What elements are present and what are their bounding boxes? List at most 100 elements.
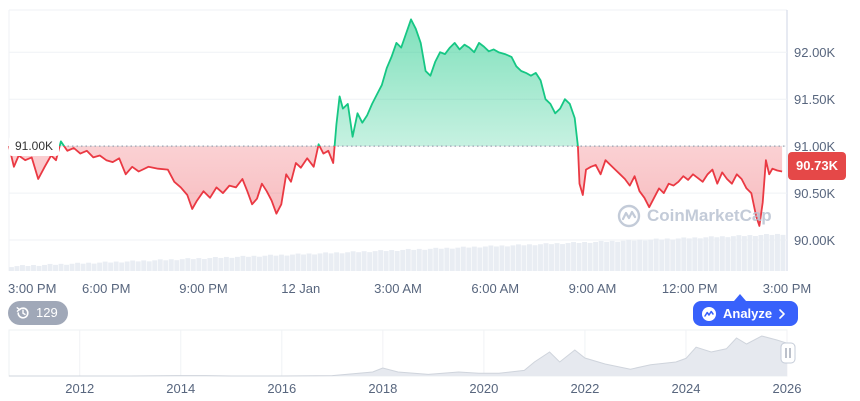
volume-bar [438,248,444,271]
volume-bar [681,237,687,271]
volume-bar [510,245,516,271]
x-tick-label: 9:00 AM [569,281,617,296]
volume-bar [560,244,565,271]
volume-bar [290,254,295,271]
x-tick-label: 12:00 PM [662,281,718,296]
volume-bar [201,259,207,271]
volume-bar [394,250,400,271]
history-range-handle[interactable] [780,342,796,364]
volume-bar [334,252,340,271]
volume-bar [262,255,268,271]
volume-bar [433,247,439,271]
volume-bar [692,237,698,271]
volume-bar [670,239,676,271]
volume-bar [80,263,86,271]
x-tick-label: 3:00 AM [374,281,422,296]
chevron-right-icon [779,308,785,319]
watermark-text: CoinMarketCap [647,206,772,225]
volume-bar [543,243,549,271]
volume-bar [86,262,92,271]
price-line-up [8,18,579,147]
volume-bar [124,261,130,271]
analyze-button[interactable]: Analyze [693,301,799,326]
history-x-tick-label: 2022 [570,381,599,396]
volume-bar [306,253,312,271]
volume-bar [648,239,654,271]
volume-bar [141,260,147,271]
volume-bar [565,243,571,271]
volume-bar [703,237,709,271]
volume-bar [135,261,141,271]
volume-bar [196,258,202,271]
volume-bar [53,264,58,271]
volume-bar [499,245,505,271]
handle-body [780,342,796,364]
volume-bar [317,253,323,271]
volume-bar [163,260,169,271]
volume-bar [620,240,626,271]
history-x-tick-label: 2016 [267,381,296,396]
history-x-tick-label: 2012 [65,381,94,396]
volume-bar [389,250,395,271]
volume-bar [758,235,764,271]
volume-bar [284,255,290,271]
y-tick-label: 90.00K [794,233,836,248]
volume-bar [593,241,599,271]
volume-bar [97,262,103,271]
volume-bar [372,251,378,271]
volume-bar [42,264,47,271]
volume-bar [405,248,411,271]
volume-bar [609,240,615,271]
volume-bar [240,255,246,271]
volume-bar [295,253,301,271]
volume-bar [444,247,450,271]
volume-bar [108,262,114,271]
volume-bar [482,246,488,271]
volume-bar [361,251,367,271]
history-x-tick-label: 2014 [166,381,195,396]
analyze-label: Analyze [723,306,773,321]
history-icon [16,307,29,319]
volume-bar [521,245,527,271]
volume-bar [102,261,108,271]
history-button[interactable]: 129 [8,301,68,325]
volume-bar [730,236,736,271]
volume-bar [367,252,373,271]
volume-bar [190,259,196,271]
x-tick-label: 6:00 AM [471,281,519,296]
volume-bar [279,254,284,271]
volume-bar [604,241,610,271]
y-tick-label: 90.50K [794,186,836,201]
history-x-tick-label: 2024 [672,381,701,396]
x-tick-label: 6:00 PM [82,281,130,296]
volume-bar [339,253,345,271]
volume-bar [130,260,136,271]
volume-bar [75,262,81,271]
volume-bar [775,233,780,271]
volume-bar [637,239,643,271]
area-above-reference [9,19,783,147]
volume-bar [245,256,251,271]
y-tick-label: 91.00K [794,139,836,154]
volume-bar [527,244,532,271]
y-tick-label: 91.50K [794,92,836,107]
volume-bar [471,246,477,271]
volume-bar [741,236,747,271]
volume-bar [345,252,351,271]
volume-bar [582,241,588,271]
volume-bar [686,238,692,271]
analyze-icon [702,306,716,321]
volume-bar [383,251,389,271]
history-area [9,336,787,376]
volume-bar [179,259,185,271]
history-x-tick-label: 2026 [773,381,802,396]
volume-bar [719,236,725,271]
volume-bar [714,237,720,271]
volume-bar [229,257,235,271]
volume-bar [234,256,240,271]
volume-bar [25,266,31,271]
volume-bar [422,249,428,271]
volume-bar [763,234,769,271]
analyze-caret-icon [734,294,746,301]
volume-bar [708,236,714,271]
